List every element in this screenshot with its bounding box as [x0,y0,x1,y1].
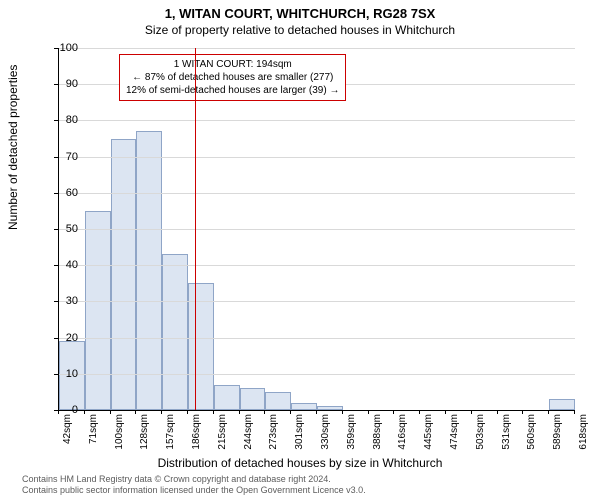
grid-line [59,265,575,266]
y-tick-mark [54,374,58,375]
x-tick-mark [316,410,317,414]
y-tick-label: 100 [48,42,78,54]
y-tick-mark [54,301,58,302]
grid-line [59,374,575,375]
y-axis-title: Number of detached properties [6,65,20,230]
x-tick-label: 301sqm [294,414,305,450]
x-tick-mark [548,410,549,414]
histogram-bar [214,385,240,410]
histogram-bar [549,399,575,410]
grid-line [59,193,575,194]
x-axis-title: Distribution of detached houses by size … [0,456,600,470]
grid-line [59,229,575,230]
x-tick-label: 445sqm [423,414,434,450]
y-tick-mark [54,265,58,266]
histogram-bar [85,211,111,410]
x-tick-mark [574,410,575,414]
x-tick-mark [522,410,523,414]
x-tick-label: 100sqm [114,414,125,450]
y-tick-label: 50 [48,223,78,235]
x-tick-label: 474sqm [449,414,460,450]
y-tick-mark [54,338,58,339]
y-tick-label: 70 [48,151,78,163]
x-tick-mark [290,410,291,414]
histogram-bar [162,254,188,410]
x-tick-mark [135,410,136,414]
x-tick-mark [419,410,420,414]
x-tick-label: 618sqm [578,414,589,450]
x-tick-mark [84,410,85,414]
histogram-bar [111,139,137,411]
x-tick-label: 157sqm [165,414,176,450]
x-tick-mark [393,410,394,414]
x-tick-mark [445,410,446,414]
x-tick-label: 128sqm [139,414,150,450]
y-tick-label: 90 [48,78,78,90]
x-tick-mark [471,410,472,414]
chart-plot-area: 1 WITAN COURT: 194sqm ← 87% of detached … [58,48,575,411]
x-tick-mark [58,410,59,414]
x-tick-mark [342,410,343,414]
histogram-bar [240,388,266,410]
reference-line [195,48,196,410]
grid-line [59,48,575,49]
chart-container: 1, WITAN COURT, WHITCHURCH, RG28 7SX Siz… [0,0,600,500]
y-tick-label: 40 [48,259,78,271]
y-tick-label: 20 [48,332,78,344]
y-tick-label: 60 [48,187,78,199]
grid-line [59,157,575,158]
x-tick-label: 215sqm [217,414,228,450]
x-tick-label: 42sqm [62,414,73,444]
y-tick-mark [54,229,58,230]
annotation-box: 1 WITAN COURT: 194sqm ← 87% of detached … [119,54,346,101]
chart-title: 1, WITAN COURT, WHITCHURCH, RG28 7SX [0,0,600,21]
x-tick-mark [187,410,188,414]
x-tick-label: 330sqm [320,414,331,450]
y-tick-label: 10 [48,368,78,380]
footer-line-1: Contains HM Land Registry data © Crown c… [22,474,366,485]
y-tick-mark [54,48,58,49]
annotation-line-2: ← 87% of detached houses are smaller (27… [126,71,339,84]
grid-line [59,338,575,339]
y-tick-mark [54,193,58,194]
x-tick-label: 244sqm [243,414,254,450]
x-tick-label: 560sqm [526,414,537,450]
histogram-bar [317,406,343,410]
y-tick-mark [54,157,58,158]
y-tick-mark [54,120,58,121]
x-tick-mark [239,410,240,414]
grid-line [59,120,575,121]
histogram-bar [136,131,162,410]
x-tick-mark [110,410,111,414]
histogram-bar [265,392,291,410]
x-tick-mark [161,410,162,414]
grid-line [59,301,575,302]
footer-attribution: Contains HM Land Registry data © Crown c… [22,474,366,496]
chart-subtitle: Size of property relative to detached ho… [0,23,600,37]
histogram-bar [291,403,317,410]
y-tick-label: 80 [48,114,78,126]
x-tick-label: 531sqm [501,414,512,450]
x-tick-label: 589sqm [552,414,563,450]
x-tick-label: 388sqm [372,414,383,450]
y-tick-label: 30 [48,295,78,307]
x-tick-mark [497,410,498,414]
x-tick-label: 186sqm [191,414,202,450]
x-tick-mark [368,410,369,414]
x-tick-label: 359sqm [346,414,357,450]
annotation-line-1: 1 WITAN COURT: 194sqm [126,58,339,71]
x-tick-label: 71sqm [88,414,99,444]
annotation-line-3: 12% of semi-detached houses are larger (… [126,84,339,97]
x-tick-mark [264,410,265,414]
x-tick-label: 416sqm [397,414,408,450]
x-tick-mark [213,410,214,414]
x-tick-label: 503sqm [475,414,486,450]
footer-line-2: Contains public sector information licen… [22,485,366,496]
y-tick-mark [54,84,58,85]
x-tick-label: 273sqm [268,414,279,450]
